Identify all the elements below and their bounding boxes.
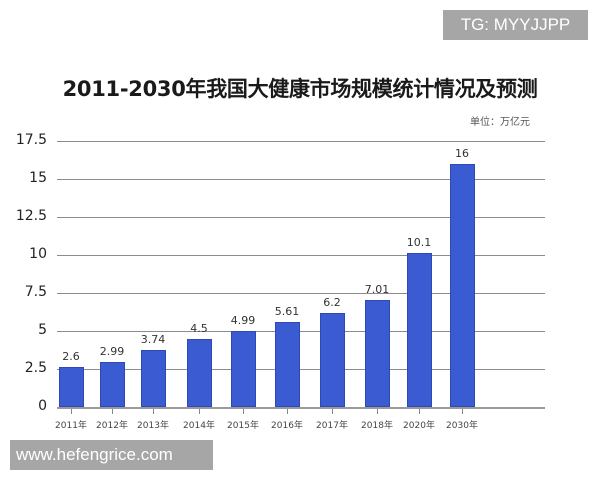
x-category-label: 2030年 bbox=[446, 421, 478, 431]
y-tick-label: 17.5 bbox=[15, 132, 47, 148]
x-category-label: 2017年 bbox=[316, 421, 348, 431]
x-tick-mark bbox=[462, 409, 463, 414]
x-tick-mark bbox=[71, 409, 72, 414]
y-tick-label: 5 bbox=[38, 322, 47, 338]
bar-value-label: 3.74 bbox=[140, 333, 166, 347]
x-category-label: 2014年 bbox=[183, 421, 215, 431]
gridline bbox=[57, 369, 545, 370]
bar-value-label: 2.6 bbox=[62, 350, 80, 364]
x-tick-mark bbox=[199, 409, 200, 414]
bar-2018年 bbox=[364, 300, 390, 407]
bar-value-label: 4.5 bbox=[190, 321, 208, 335]
x-category-label: 2018年 bbox=[361, 421, 393, 431]
bar-value-label: 16 bbox=[455, 146, 469, 160]
bar-value-label: 6.2 bbox=[323, 295, 341, 309]
y-tick-label: 12.5 bbox=[15, 208, 47, 224]
x-category-label: 2013年 bbox=[137, 421, 169, 431]
watermark-website: www.hefengrice.com bbox=[10, 440, 213, 470]
gridline bbox=[57, 217, 545, 218]
x-category-label: 2015年 bbox=[227, 421, 259, 431]
bar-value-label: 10.1 bbox=[406, 236, 432, 250]
bar-2016年 bbox=[274, 321, 300, 407]
bar-2014年 bbox=[186, 338, 212, 407]
bar-2017年 bbox=[319, 312, 345, 407]
bar-value-label: 7.01 bbox=[364, 283, 390, 297]
x-tick-mark bbox=[377, 409, 378, 414]
y-tick-label: 10 bbox=[29, 246, 47, 262]
x-category-label: 2020年 bbox=[403, 421, 435, 431]
x-tick-mark bbox=[153, 409, 154, 414]
x-tick-mark bbox=[287, 409, 288, 414]
gridline bbox=[57, 179, 545, 180]
x-category-label: 2016年 bbox=[271, 421, 303, 431]
gridline bbox=[57, 331, 545, 332]
bar-value-label: 4.99 bbox=[230, 314, 256, 328]
bar-value-label: 5.61 bbox=[274, 304, 300, 318]
bar-2012年 bbox=[99, 361, 125, 407]
x-category-label: 2011年 bbox=[55, 421, 87, 431]
bar-2020年 bbox=[406, 253, 432, 407]
x-category-label: 2012年 bbox=[96, 421, 128, 431]
x-axis-line bbox=[57, 407, 545, 409]
x-tick-mark bbox=[332, 409, 333, 414]
x-tick-mark bbox=[419, 409, 420, 414]
y-tick-label: 2.5 bbox=[24, 360, 47, 376]
gridline bbox=[57, 293, 545, 294]
y-tick-label: 0 bbox=[38, 398, 47, 414]
bar-2013年 bbox=[140, 350, 166, 407]
watermark-tg: TG: MYYJJPP bbox=[443, 10, 588, 40]
unit-label: 单位：万亿元 bbox=[470, 117, 530, 128]
bar-2030年 bbox=[449, 163, 475, 407]
x-tick-mark bbox=[243, 409, 244, 414]
bar-value-label: 2.99 bbox=[99, 344, 125, 358]
bar-2011年 bbox=[58, 367, 84, 407]
gridline bbox=[57, 141, 545, 142]
chart-title: 2011-2030年我国大健康市场规模统计情况及预测 bbox=[62, 77, 538, 101]
y-tick-label: 15 bbox=[29, 170, 47, 186]
x-tick-mark bbox=[112, 409, 113, 414]
y-tick-label: 7.5 bbox=[24, 284, 47, 300]
bar-2015年 bbox=[230, 331, 256, 407]
gridline bbox=[57, 255, 545, 256]
